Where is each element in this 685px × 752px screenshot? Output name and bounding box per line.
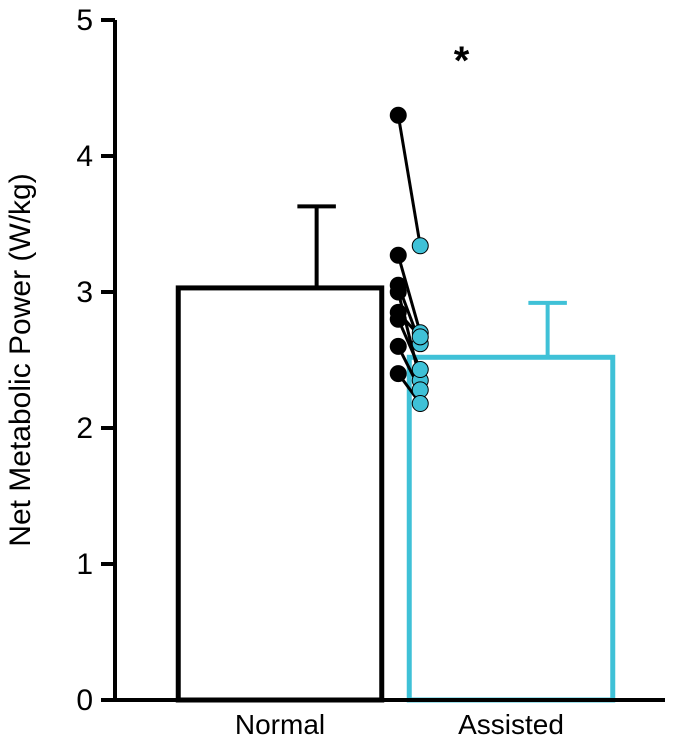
x-tick-label: Normal (235, 709, 325, 740)
data-point-assisted (412, 396, 428, 412)
connector-line (398, 115, 420, 246)
bar-assisted (409, 357, 613, 700)
bar-normal (178, 288, 382, 700)
data-point-normal (390, 338, 406, 354)
y-tick-label: 2 (76, 412, 93, 445)
y-tick-label: 1 (76, 548, 93, 581)
bar-chart: 0 1 2 3 4 5 Normal Assisted Net Metabolic Power … (0, 0, 685, 752)
y-tick-label: 0 (76, 684, 93, 717)
data-point-assisted (412, 238, 428, 254)
data-point-assisted (412, 329, 428, 345)
y-tick-label: 3 (76, 276, 93, 309)
data-point-normal (390, 247, 406, 263)
data-point-normal (390, 366, 406, 382)
x-tick-label: Assisted (458, 709, 564, 740)
data-point-normal (390, 311, 406, 327)
data-point-assisted (412, 362, 428, 378)
significance-marker: * (454, 39, 470, 83)
y-axis-title: Net Metabolic Power (W/kg) (4, 173, 37, 546)
y-tick-label: 4 (76, 140, 93, 173)
y-tick-label: 5 (76, 4, 93, 37)
data-point-normal (390, 284, 406, 300)
data-point-normal (390, 107, 406, 123)
